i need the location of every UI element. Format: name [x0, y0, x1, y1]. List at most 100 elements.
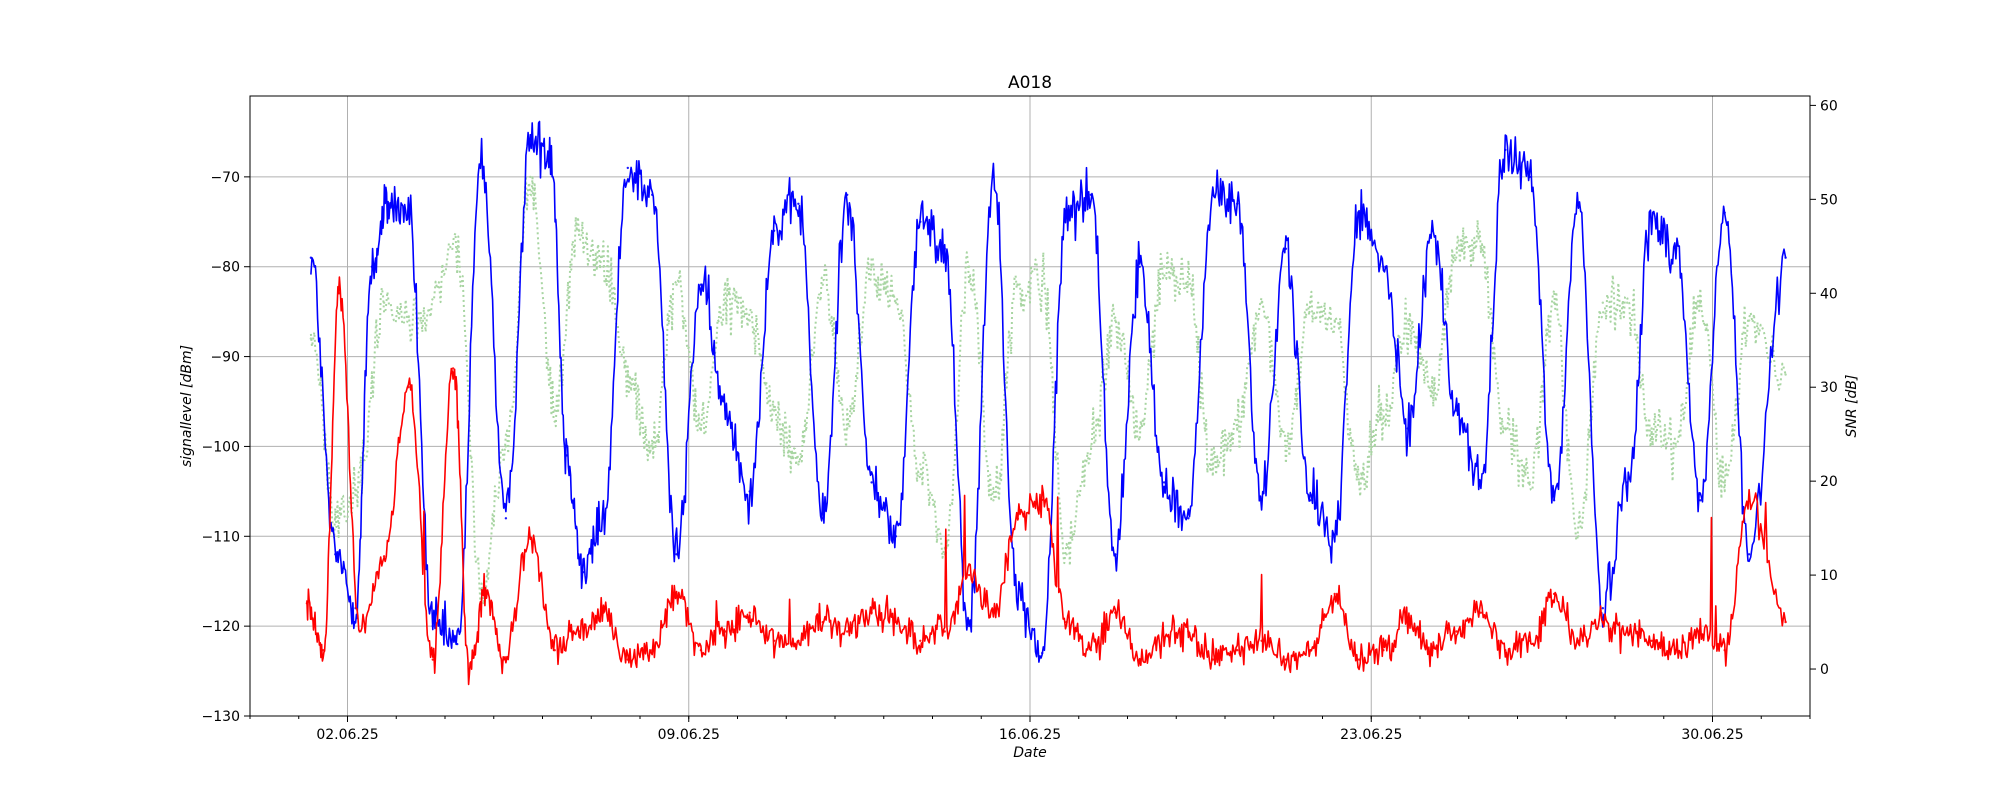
data-point — [846, 193, 849, 196]
data-point — [1674, 445, 1678, 448]
x-axis-title: Date — [1013, 745, 1046, 761]
y2-axis-title: SNR [dB] — [1844, 375, 1860, 438]
data-point — [651, 445, 654, 448]
data-point — [1382, 409, 1385, 412]
data-point — [724, 630, 727, 633]
data-point — [919, 220, 922, 223]
data-point — [1577, 535, 1580, 538]
data-point — [1260, 499, 1263, 502]
data-point — [370, 265, 374, 268]
data-point — [1552, 499, 1556, 502]
data-point — [699, 427, 703, 430]
data-point — [1065, 620, 1068, 624]
data-point — [1699, 499, 1702, 502]
data-point — [1309, 499, 1312, 502]
data-point — [846, 427, 849, 430]
y2-tick-label: 30 — [1820, 380, 1838, 396]
data-point — [1406, 620, 1410, 624]
data-point — [456, 642, 459, 646]
y2-tick-label: 10 — [1820, 568, 1838, 584]
data-point — [870, 481, 873, 484]
chart-title: A018 — [1008, 73, 1052, 93]
data-point — [992, 611, 995, 614]
data-point — [1211, 658, 1215, 661]
data-point — [1309, 649, 1312, 652]
data-point — [1626, 301, 1629, 304]
data-point — [1674, 247, 1678, 250]
data-point — [797, 202, 800, 205]
y2-tick-label: 0 — [1820, 662, 1829, 678]
data-point — [1504, 148, 1507, 152]
data-point — [1138, 265, 1141, 268]
data-point — [1699, 301, 1702, 304]
data-point — [602, 517, 605, 520]
data-point — [1552, 301, 1556, 304]
data-point — [1577, 202, 1580, 205]
data-point — [1747, 498, 1751, 502]
data-point — [1284, 445, 1288, 448]
y-tick-label: −90 — [210, 350, 240, 366]
data-point — [821, 620, 824, 624]
data-point — [1114, 319, 1117, 322]
data-point — [797, 639, 800, 642]
data-point — [1431, 229, 1434, 232]
data-point — [1699, 630, 1702, 633]
data-point — [484, 592, 487, 596]
data-point — [1162, 265, 1166, 268]
data-point — [1650, 639, 1653, 642]
data-point — [919, 463, 922, 466]
data-point — [1162, 639, 1166, 642]
data-point — [821, 283, 824, 286]
y2-tick-label: 60 — [1820, 98, 1838, 114]
data-point — [675, 283, 678, 286]
data-point — [553, 409, 556, 412]
data-point — [943, 247, 946, 250]
data-point — [1357, 481, 1361, 484]
data-point — [504, 445, 508, 448]
data-point — [468, 667, 471, 671]
axes: −130 −120 −110 −100 −90 −80 −70 0 10 20 30 40 50 60 02… — [202, 98, 1838, 743]
data-point — [1747, 553, 1751, 556]
series-line-2 — [306, 276, 1787, 686]
data-point — [748, 490, 751, 493]
data-point — [1747, 319, 1751, 322]
data-point — [1406, 427, 1410, 430]
x-tick-label: 02.06.25 — [316, 727, 378, 743]
data-point — [675, 592, 678, 596]
data-point — [1723, 211, 1726, 214]
x-tick-label: 23.06.25 — [1340, 727, 1402, 743]
data-point — [1528, 175, 1531, 179]
data-point — [529, 536, 532, 539]
data-point — [358, 481, 361, 484]
data-point — [1455, 630, 1458, 633]
data-point — [1089, 193, 1093, 196]
data-point — [772, 639, 776, 642]
data-point — [529, 139, 532, 143]
data-point — [1236, 649, 1239, 652]
data-point — [626, 166, 629, 170]
data-point — [1504, 649, 1507, 652]
data-point — [675, 553, 678, 556]
data-point — [651, 193, 654, 196]
y2-tick-label: 40 — [1820, 286, 1838, 302]
data-point — [1162, 481, 1166, 484]
data-point — [565, 454, 569, 457]
y2-tick-label: 20 — [1820, 474, 1838, 490]
data-point — [1041, 498, 1044, 502]
data-point — [553, 649, 556, 652]
data-point — [1236, 202, 1239, 205]
data-point — [1187, 517, 1190, 520]
data-point — [1455, 409, 1458, 412]
data-point — [1382, 265, 1385, 268]
y-tick-label: −130 — [202, 709, 240, 725]
data-point — [724, 301, 727, 304]
data-point — [1528, 639, 1531, 642]
data-point — [821, 517, 824, 520]
data-point — [309, 337, 313, 340]
data-point — [992, 175, 995, 179]
data-point — [1504, 427, 1507, 430]
data-point — [581, 571, 585, 574]
data-point — [549, 148, 552, 152]
data-point — [1650, 427, 1653, 430]
data-point — [577, 229, 581, 232]
